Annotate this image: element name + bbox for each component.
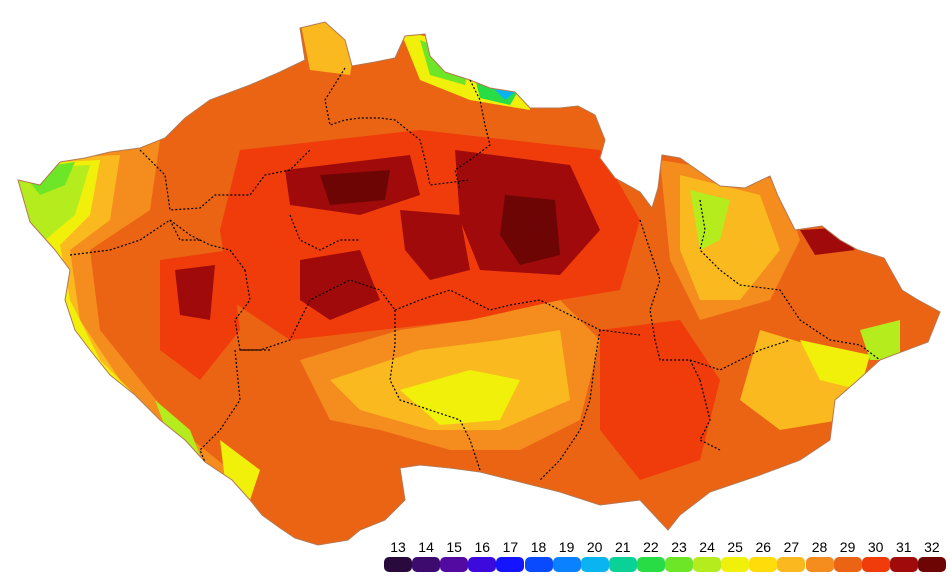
legend-label-31: 31 — [896, 539, 912, 555]
legend-swatch-23 — [665, 557, 693, 572]
legend-label-20: 20 — [586, 539, 603, 555]
legend-label-23: 23 — [671, 539, 687, 555]
legend-label-21: 21 — [615, 539, 631, 555]
legend-label-22: 22 — [643, 539, 659, 555]
legend-swatch-22 — [636, 557, 665, 572]
legend-swatch-31 — [889, 557, 918, 572]
legend-label-17: 17 — [502, 539, 519, 555]
legend-swatch-13 — [384, 557, 412, 572]
legend-label-18: 18 — [530, 539, 547, 555]
legend-label-19: 19 — [558, 539, 575, 555]
legend-swatch-26 — [749, 557, 778, 572]
legend-swatch-32 — [917, 557, 946, 572]
legend-swatch-15 — [440, 557, 469, 572]
legend-label-32: 32 — [924, 539, 940, 555]
legend-swatch-17 — [496, 557, 525, 572]
legend-swatch-21 — [608, 557, 637, 572]
legend-swatch-18 — [524, 557, 553, 572]
legend-label-30: 30 — [867, 539, 884, 555]
legend-label-14: 14 — [418, 539, 434, 555]
legend-swatch-27 — [777, 557, 806, 572]
legend-label-27: 27 — [783, 539, 800, 555]
legend-label-24: 24 — [699, 539, 715, 555]
region-boundaries — [69, 67, 881, 481]
temperature-legend: 13 14 15 16 17 18 19 20 21 22 23 24 25 26 27 28 29 30 31 32 — [384, 539, 946, 575]
legend-swatch-20 — [580, 557, 609, 572]
legend-swatch-14 — [412, 557, 441, 572]
legend-label-16: 16 — [474, 539, 491, 555]
legend-label-28: 28 — [811, 539, 828, 555]
legend-swatch-16 — [468, 557, 497, 572]
legend-swatch-28 — [805, 557, 834, 572]
legend-label-25: 25 — [727, 539, 743, 555]
legend-swatch-25 — [721, 557, 750, 572]
legend-swatch-29 — [833, 557, 862, 572]
legend-label-29: 29 — [839, 539, 856, 555]
legend-label-26: 26 — [755, 539, 772, 555]
legend-swatch-30 — [861, 557, 890, 572]
legend-label-15: 15 — [446, 539, 462, 555]
legend-swatch-24 — [693, 557, 722, 572]
legend-label-13: 13 — [390, 539, 406, 555]
legend-swatch-19 — [552, 557, 581, 572]
